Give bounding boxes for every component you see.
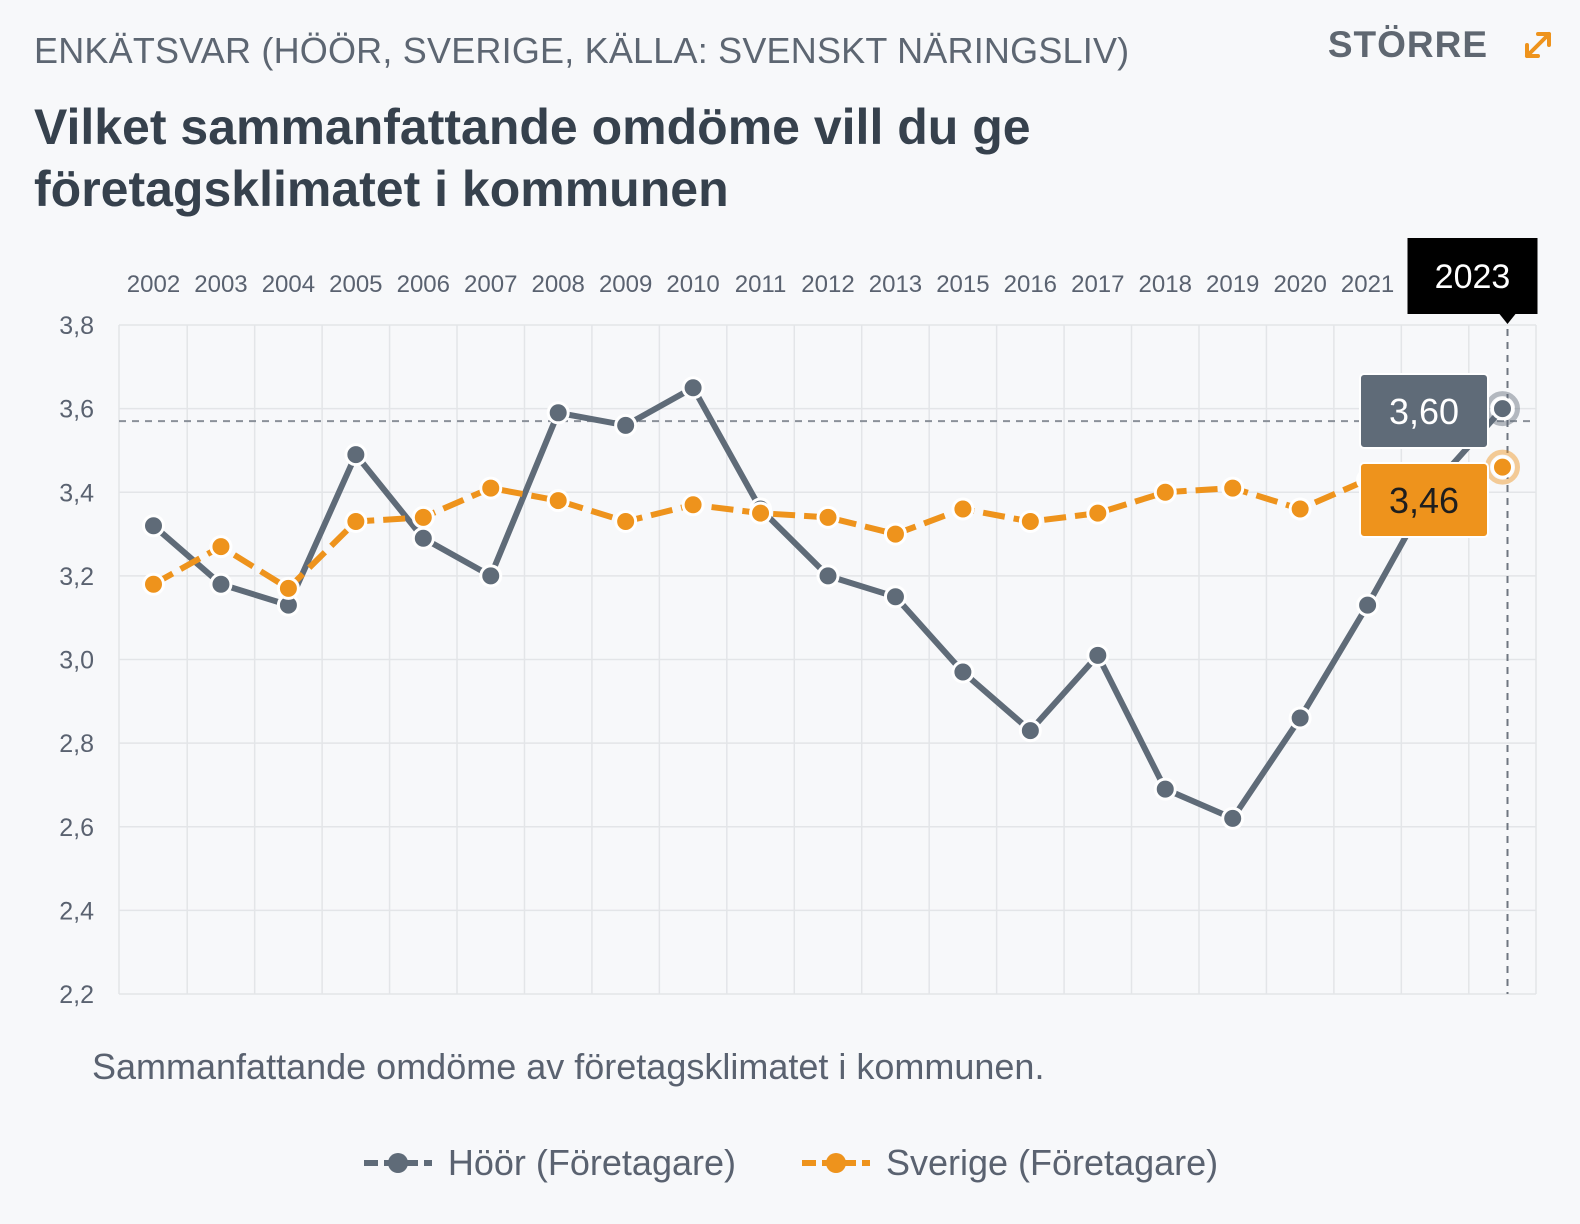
expand-arrows-icon xyxy=(1525,32,1551,58)
data-point-sverige[interactable] xyxy=(1288,497,1312,521)
chart-subtitle: Sammanfattande omdöme av företagsklimate… xyxy=(92,1046,1045,1087)
data-point-sverige[interactable] xyxy=(479,476,503,500)
legend-label-hoor: Höör (Företagare) xyxy=(447,1142,736,1183)
x-tick-label: 2004 xyxy=(262,271,315,298)
hover-value-box-sverige xyxy=(1359,462,1489,538)
x-tick-label: 2012 xyxy=(801,271,854,298)
data-point-sverige[interactable] xyxy=(142,572,165,596)
y-tick-label: 2,2 xyxy=(59,981,94,1009)
data-point-sverige[interactable] xyxy=(951,497,975,521)
x-tick-label: 2017 xyxy=(1071,271,1124,298)
data-point-sverige[interactable] xyxy=(749,501,773,525)
chart-title: Vilket sammanfattande omdöme vill du ge … xyxy=(34,99,1031,217)
data-point-sverige[interactable] xyxy=(681,493,705,517)
data-point-hoor[interactable] xyxy=(1288,706,1312,730)
hover-value-box-hoor xyxy=(1359,373,1489,449)
legend-item-hoor[interactable]: Höör (Företagare) xyxy=(362,1142,736,1184)
y-tick-label: 2,8 xyxy=(59,730,94,758)
data-point-hoor[interactable] xyxy=(1491,397,1514,421)
hover-year-pointer xyxy=(1499,314,1516,324)
data-point-hoor[interactable] xyxy=(681,376,705,400)
x-tick-label: 2005 xyxy=(329,271,382,298)
data-point-sverige[interactable] xyxy=(1153,480,1177,504)
data-point-hoor[interactable] xyxy=(1356,593,1380,617)
data-point-hoor[interactable] xyxy=(816,564,840,588)
x-tick-label: 2002 xyxy=(127,271,180,298)
legend-item-sverige[interactable]: Sverige (Företagare) xyxy=(800,1142,1218,1184)
data-point-hoor[interactable] xyxy=(209,572,233,596)
data-point-hoor[interactable] xyxy=(1153,777,1177,801)
data-point-sverige[interactable] xyxy=(1491,455,1514,479)
hover-year-label: 2023 xyxy=(1435,258,1511,296)
data-point-hoor[interactable] xyxy=(411,526,435,550)
data-point-hoor[interactable] xyxy=(614,413,638,437)
y-tick-label: 2,4 xyxy=(59,897,94,925)
y-tick-label: 2,6 xyxy=(59,814,94,842)
y-tick-label: 3,8 xyxy=(59,312,94,340)
y-tick-label: 3,0 xyxy=(59,647,94,675)
data-point-sverige[interactable] xyxy=(344,510,368,534)
x-tick-label: 2009 xyxy=(599,271,652,298)
data-point-hoor[interactable] xyxy=(546,401,570,425)
data-point-sverige[interactable] xyxy=(209,535,233,559)
line-chart[interactable]: 3,8 3,6 3,4 3,2 3,0 2,8 2,6 2,4 2,2 2002 2003 2004 2… xyxy=(0,230,1580,1030)
data-point-sverige[interactable] xyxy=(883,522,907,546)
data-point-hoor[interactable] xyxy=(1221,806,1245,830)
legend-swatch-sverige-icon xyxy=(801,1153,870,1173)
x-tick-label: 2020 xyxy=(1273,271,1326,298)
x-tick-label: 2016 xyxy=(1004,271,1057,298)
chart-legend: Höör (Företagare) Sverige (Företagare) xyxy=(0,1142,1580,1184)
larger-button-label: STÖRRE xyxy=(1327,24,1488,65)
y-tick-label: 3,4 xyxy=(59,479,94,507)
x-tick-label: 2021 xyxy=(1341,271,1394,298)
y-tick-label: 3,2 xyxy=(59,563,94,591)
x-tick-label: 2015 xyxy=(936,271,989,298)
x-tick-label: 2008 xyxy=(532,271,585,298)
legend-swatch-hoor-icon xyxy=(363,1153,432,1173)
hover-value-label-sverige: 3,46 xyxy=(1389,480,1459,521)
larger-button[interactable]: STÖRRE xyxy=(1328,24,1558,66)
hover-year-badge xyxy=(1407,238,1538,314)
legend-label-sverige: Sverige (Företagare) xyxy=(885,1142,1219,1183)
x-tick-label: 2018 xyxy=(1139,271,1192,298)
x-tick-label: 2011 xyxy=(735,271,787,298)
x-tick-label: 2006 xyxy=(397,271,450,298)
x-tick-label: 2010 xyxy=(666,271,719,298)
x-tick-label: 2013 xyxy=(869,271,922,298)
data-point-hoor[interactable] xyxy=(344,443,368,467)
data-point-hoor[interactable] xyxy=(1018,719,1042,743)
hover-value-label-hoor: 3,60 xyxy=(1389,391,1459,432)
y-tick-label: 3,6 xyxy=(59,396,94,424)
data-point-sverige[interactable] xyxy=(546,489,570,513)
x-tick-label: 2007 xyxy=(464,271,517,298)
data-point-sverige[interactable] xyxy=(1018,510,1042,534)
data-point-hoor[interactable] xyxy=(883,585,907,609)
data-point-hoor[interactable] xyxy=(142,514,165,538)
data-point-sverige[interactable] xyxy=(1086,501,1110,525)
data-point-sverige[interactable] xyxy=(816,505,840,529)
source-label: ENKÄTSVAR (HÖÖR, SVERIGE, KÄLLA: SVENSKT… xyxy=(34,30,1130,71)
x-tick-label: 2003 xyxy=(194,271,247,298)
data-point-sverige[interactable] xyxy=(411,505,435,529)
data-point-sverige[interactable] xyxy=(1221,476,1245,500)
x-tick-label: 2019 xyxy=(1206,271,1259,298)
data-point-sverige[interactable] xyxy=(276,576,300,600)
data-point-hoor[interactable] xyxy=(951,660,975,684)
data-point-hoor[interactable] xyxy=(1086,643,1110,667)
data-point-hoor[interactable] xyxy=(479,564,503,588)
data-point-sverige[interactable] xyxy=(614,510,638,534)
